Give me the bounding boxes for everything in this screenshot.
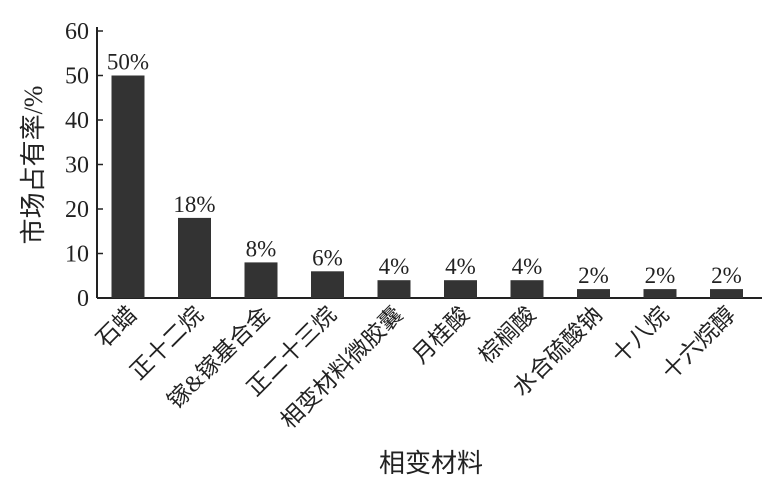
y-tick-label: 40 xyxy=(65,108,89,134)
y-axis-label: 市场占有率/% xyxy=(19,86,48,245)
y-tick-label: 50 xyxy=(65,64,89,90)
x-tick-label: 月桂酸 xyxy=(408,302,474,368)
y-tick-label: 30 xyxy=(65,153,89,179)
y-tick-label: 10 xyxy=(65,242,89,268)
x-tick-label: 棕榈酸 xyxy=(474,302,540,368)
bar xyxy=(710,289,743,298)
bar xyxy=(311,271,344,298)
bar xyxy=(444,280,477,298)
data-label: 8% xyxy=(246,236,277,261)
bar xyxy=(577,289,610,298)
x-tick-label: 石蜡 xyxy=(91,302,141,352)
x-tick-label: 相变材料微胶囊 xyxy=(276,302,408,434)
x-tick-label: 十六烷醇 xyxy=(657,302,740,385)
bar xyxy=(178,217,211,298)
bar xyxy=(377,280,411,298)
data-label: 4% xyxy=(445,254,476,279)
bar xyxy=(643,289,677,298)
data-label: 4% xyxy=(512,254,543,279)
data-label: 6% xyxy=(312,245,343,270)
data-label: 2% xyxy=(645,263,676,288)
x-axis-label: 相变材料 xyxy=(379,449,483,478)
data-label: 50% xyxy=(107,50,149,75)
data-label: 18% xyxy=(173,192,215,217)
y-tick-label: 0 xyxy=(77,286,89,312)
data-label: 2% xyxy=(578,263,609,288)
bar xyxy=(111,75,145,298)
y-tick-label: 60 xyxy=(65,19,89,45)
bar xyxy=(244,262,278,298)
x-tick-label: 十八烷 xyxy=(607,302,673,368)
data-label: 2% xyxy=(711,263,742,288)
data-label: 4% xyxy=(379,254,410,279)
bar xyxy=(510,280,544,298)
y-tick-label: 20 xyxy=(65,197,89,223)
